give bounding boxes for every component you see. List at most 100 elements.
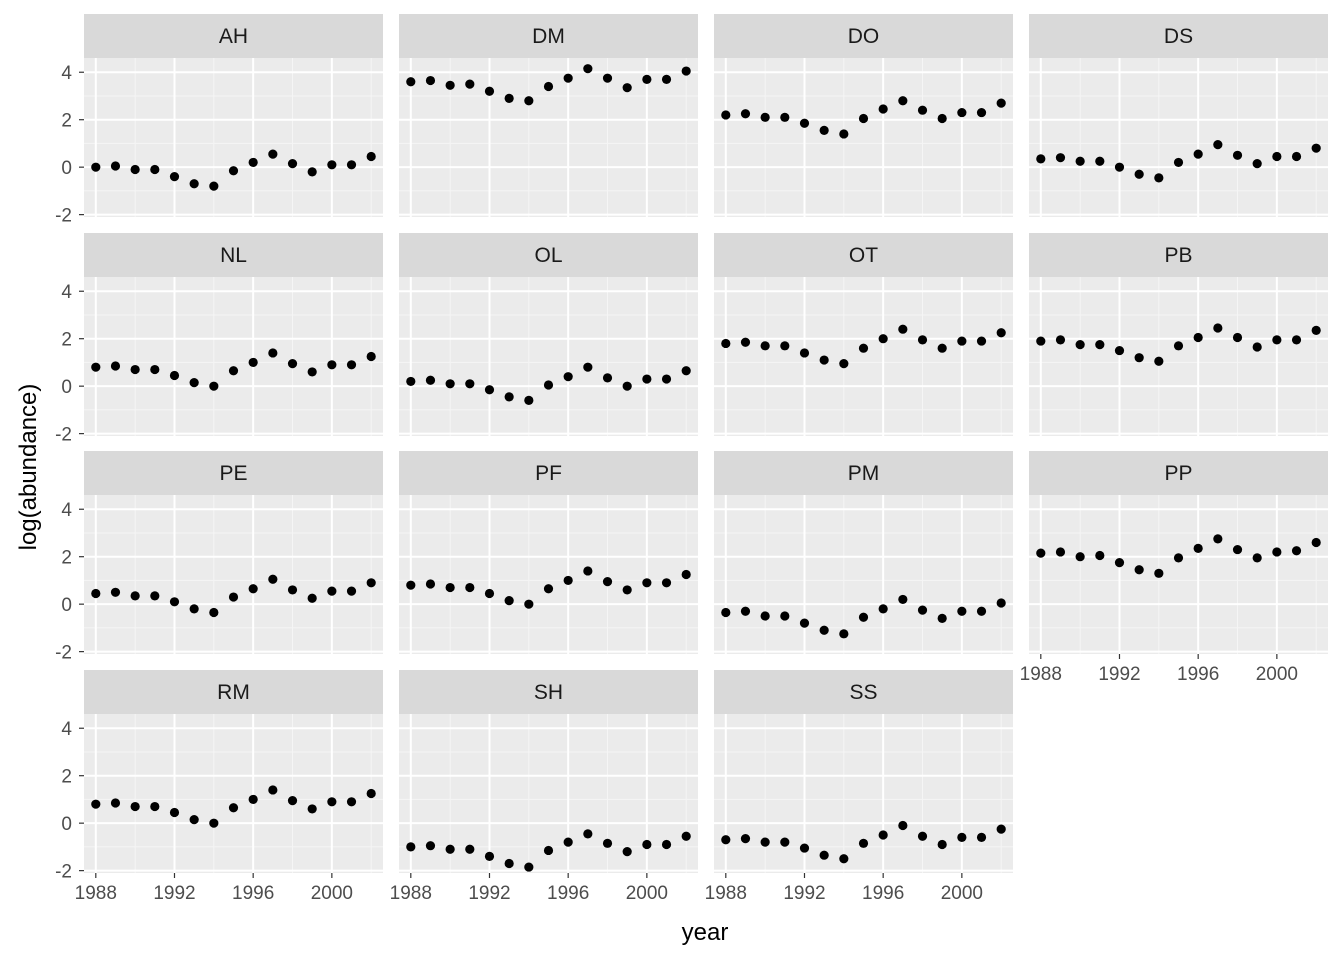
strip-label: NL (220, 244, 247, 267)
y-tick-label: 4 (61, 282, 72, 303)
data-point (327, 586, 337, 596)
data-point (819, 850, 829, 860)
data-point (563, 73, 573, 83)
panel-DM: DM (399, 14, 698, 217)
data-point (721, 835, 731, 845)
data-point (248, 794, 258, 805)
data-point (150, 591, 160, 601)
data-point (169, 597, 180, 607)
data-point (661, 839, 672, 850)
panel-SS: SS 1988 1992 1996 2000 (705, 670, 1013, 904)
data-point (406, 842, 416, 852)
x-tick-label: 1988 (705, 883, 747, 904)
panel-background (714, 58, 1013, 217)
panel-background (1029, 58, 1328, 217)
data-point (1114, 558, 1125, 568)
data-point (740, 606, 751, 616)
panel-background (399, 495, 698, 654)
panel-OL: OL (399, 233, 698, 436)
data-point (406, 580, 416, 590)
data-point (327, 797, 337, 807)
data-point (799, 618, 810, 628)
strip-label: RM (217, 681, 250, 704)
data-point (721, 607, 731, 618)
data-point (504, 596, 514, 606)
data-point (484, 86, 495, 96)
data-point (1291, 335, 1302, 345)
data-point (1213, 140, 1223, 150)
data-point (1173, 341, 1184, 351)
data-point (937, 343, 947, 353)
data-point (878, 334, 888, 344)
data-point (406, 77, 416, 87)
strip-label: OL (534, 244, 562, 267)
data-point (839, 129, 849, 139)
data-point (1272, 547, 1282, 557)
data-point (1173, 553, 1184, 563)
x-tick-label: 1988 (390, 883, 432, 904)
x-tick-label: 1996 (547, 883, 589, 904)
x-tick-label: 1996 (1177, 664, 1219, 685)
data-point (780, 837, 790, 847)
data-point (622, 847, 632, 857)
data-point (465, 582, 475, 593)
data-point (602, 73, 613, 83)
y-tick-label: -2 (55, 643, 72, 664)
data-point (740, 109, 751, 119)
data-point (543, 81, 554, 92)
y-tick-label: 2 (61, 330, 72, 351)
data-point (819, 125, 829, 135)
data-point (425, 375, 436, 385)
strip-label: OT (849, 244, 878, 267)
y-tick-label: -2 (55, 862, 72, 883)
data-point (1075, 552, 1085, 562)
data-point (642, 74, 652, 84)
y-tick-label: 4 (61, 500, 72, 521)
strip-background (1029, 451, 1328, 495)
strip-label: SS (849, 681, 877, 704)
data-point (898, 594, 908, 605)
strip-label: DM (532, 25, 565, 48)
data-point (819, 355, 829, 365)
data-point (425, 841, 436, 851)
data-point (937, 113, 947, 124)
strip-background (84, 670, 383, 714)
data-point (760, 341, 770, 351)
data-point (1232, 544, 1243, 555)
data-point (898, 820, 908, 831)
data-point (642, 374, 652, 384)
data-point (1232, 332, 1243, 343)
data-point (110, 798, 121, 808)
data-point (839, 359, 849, 369)
panel-background (714, 495, 1013, 654)
data-point (169, 172, 180, 182)
data-point (957, 606, 967, 616)
data-point (287, 585, 298, 595)
y-tick-label: -2 (55, 206, 72, 227)
data-point (996, 824, 1006, 834)
data-point (484, 588, 495, 599)
data-point (1272, 151, 1282, 162)
panel-background (84, 58, 383, 217)
data-point (583, 829, 593, 839)
data-point (799, 118, 810, 128)
x-tick-label: 1992 (783, 883, 825, 904)
x-tick-label: 2000 (626, 883, 668, 904)
data-point (524, 862, 534, 872)
data-point (622, 585, 632, 595)
data-point (917, 105, 928, 115)
data-point (1095, 340, 1105, 350)
data-point (976, 832, 987, 843)
data-point (1036, 336, 1046, 346)
data-point (1036, 154, 1046, 164)
data-point (504, 858, 514, 869)
strip-background (399, 670, 698, 714)
data-point (799, 843, 810, 853)
data-point (130, 364, 140, 375)
data-point (957, 336, 967, 346)
data-point (366, 151, 376, 162)
panel-RM: RM -2 0 2 4 1988 1992 1996 2000 (55, 670, 383, 904)
data-point (228, 803, 239, 813)
data-point (721, 110, 731, 120)
x-axis-title: year (682, 919, 729, 946)
